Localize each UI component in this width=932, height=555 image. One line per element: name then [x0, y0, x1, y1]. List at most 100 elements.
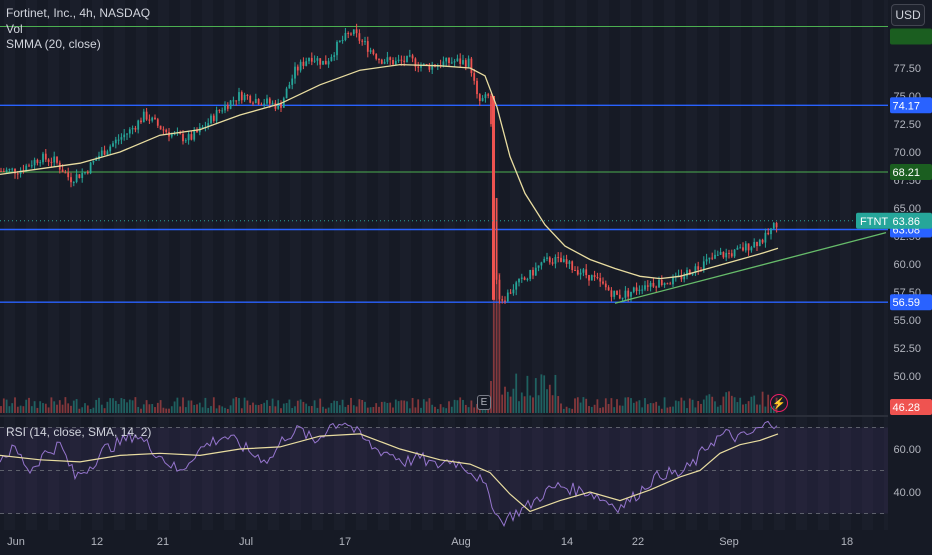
volume-bar	[403, 400, 406, 413]
rsi-pane	[0, 420, 888, 527]
volume-bar	[621, 405, 624, 413]
volume-bar	[33, 401, 36, 413]
indicator-vol-label[interactable]: Vol	[6, 21, 23, 36]
candle-body	[86, 172, 89, 174]
candle-body	[47, 159, 50, 162]
candle-body	[529, 269, 532, 279]
volume-bar	[495, 273, 498, 413]
candle-body	[400, 59, 403, 61]
volume-bar	[728, 391, 730, 413]
last-price-value: 63.86	[892, 216, 920, 228]
volume-bar	[336, 401, 338, 413]
volume-bar	[565, 406, 568, 413]
volume-bar	[190, 400, 193, 413]
grid-column	[664, 0, 675, 530]
candle-body	[610, 290, 613, 297]
volume-bar	[711, 396, 714, 413]
candle-body	[582, 269, 585, 273]
volume-bar	[86, 405, 89, 413]
candle-body	[305, 61, 308, 66]
volume-bar	[758, 404, 761, 413]
grid-column	[510, 0, 521, 530]
volume-bar	[5, 399, 8, 413]
candle-body	[520, 277, 523, 279]
volume-bar	[515, 373, 518, 413]
candle-body	[649, 282, 652, 287]
price-tick-label: 65.00	[893, 203, 921, 215]
volume-bar	[688, 398, 691, 413]
candle-body	[380, 59, 383, 64]
candle-body	[728, 252, 730, 254]
grid-column	[554, 0, 565, 530]
candle-body	[456, 58, 459, 62]
volume-bar	[694, 407, 697, 413]
candle-body	[669, 283, 672, 285]
horizontal-levels[interactable]	[0, 26, 888, 303]
candle-body	[134, 127, 137, 130]
grid-column	[400, 0, 411, 530]
candle-body	[274, 102, 277, 109]
volume-bar	[613, 407, 616, 413]
candle-body	[716, 254, 719, 256]
symbol-title[interactable]: Fortinet, Inc., 4h, NASDAQ	[6, 6, 151, 20]
volume-bar	[383, 401, 386, 413]
candle-body	[641, 289, 644, 291]
volume-bar	[624, 397, 627, 413]
volume-bar	[198, 402, 201, 413]
candle-body	[590, 275, 593, 281]
volume-bar	[232, 398, 235, 413]
grid-column	[268, 0, 279, 530]
candle-body	[277, 102, 280, 109]
candle-body	[498, 279, 501, 300]
volume-bar	[350, 397, 352, 413]
candle-body	[733, 249, 736, 257]
candle-body	[2, 171, 5, 173]
candle-body	[576, 270, 579, 275]
volume-bar	[103, 408, 106, 413]
candle-body	[571, 261, 574, 271]
earnings-marker-icon[interactable]: E	[477, 395, 491, 410]
candle-body	[408, 55, 411, 57]
trendline-layer[interactable]	[614, 232, 887, 304]
candle-body	[672, 277, 674, 285]
candle-body	[89, 162, 92, 174]
candle-body	[159, 125, 162, 130]
candle-body	[652, 282, 655, 287]
rsi-legend[interactable]: RSI (14, close, SMA, 14, 2)	[6, 425, 152, 439]
volume-bar	[677, 401, 680, 413]
candle-body	[53, 156, 56, 163]
candle-body	[624, 290, 627, 298]
volume-bar	[714, 401, 716, 413]
trendline[interactable]	[614, 232, 887, 304]
currency-button[interactable]: USD	[891, 4, 925, 26]
candle-body	[257, 99, 260, 105]
candle-body	[30, 165, 33, 167]
candle-body	[131, 127, 134, 130]
candle-body	[551, 262, 554, 264]
volume-bar	[618, 405, 621, 413]
candle-body	[607, 287, 610, 291]
volume-bar	[358, 399, 361, 413]
flash-icon[interactable]: ⚡	[770, 394, 788, 412]
candles	[0, 23, 778, 304]
volume-bar	[361, 399, 364, 413]
candle-body	[747, 243, 750, 251]
candle-body	[50, 161, 53, 163]
volume-bar	[302, 401, 305, 413]
rsi-tick-label: 60.00	[893, 444, 921, 456]
candle-body	[33, 159, 36, 166]
volume-bar	[140, 408, 142, 413]
volume-bar	[254, 404, 257, 413]
candle-body	[504, 300, 506, 302]
volume-bar	[238, 398, 240, 413]
volume-bar	[518, 401, 520, 413]
indicator-smma-label[interactable]: SMMA (20, close)	[6, 37, 101, 51]
candle-body	[336, 41, 338, 56]
volume-bar	[730, 395, 733, 413]
time-tick-label: 17	[339, 536, 351, 548]
candle-body	[627, 290, 630, 297]
candle-body	[14, 168, 16, 174]
volume-bar	[184, 407, 187, 413]
